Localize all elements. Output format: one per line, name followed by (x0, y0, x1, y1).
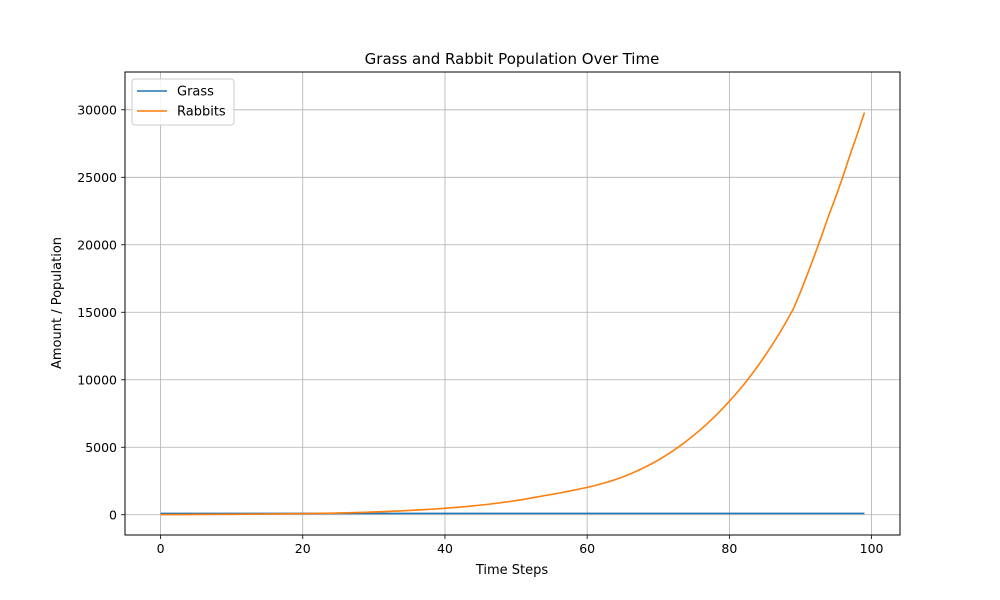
x-tick-label: 0 (157, 541, 165, 556)
legend-label-grass: Grass (177, 85, 214, 100)
y-tick-label: 5000 (85, 440, 117, 455)
series-line-rabbits (160, 112, 866, 516)
plot-frame (124, 71, 901, 536)
x-axis-label: Time Steps (475, 563, 549, 578)
y-tick-label: 10000 (77, 372, 117, 387)
legend: Grass Rabbits (131, 78, 235, 126)
chart-title: Grass and Rabbit Population Over Time (365, 50, 660, 68)
x-tick-label: 60 (579, 541, 595, 556)
y-tick-label: 15000 (77, 305, 117, 320)
y-tick-label: 25000 (77, 170, 117, 185)
y-tick-label: 20000 (77, 237, 117, 252)
y-axis-label: Amount / Population (50, 237, 65, 369)
y-ticks: 0 5000 10000 15000 20000 25000 30000 (77, 102, 125, 522)
y-tick-label: 0 (109, 507, 117, 522)
grid (125, 72, 900, 535)
legend-label-rabbits: Rabbits (177, 105, 226, 120)
x-tick-label: 100 (860, 541, 884, 556)
x-tick-label: 40 (437, 541, 453, 556)
series-lines (160, 112, 866, 516)
x-ticks: 0 20 40 60 80 100 (157, 535, 884, 556)
x-tick-label: 20 (295, 541, 311, 556)
x-tick-label: 80 (721, 541, 737, 556)
y-tick-label: 30000 (77, 102, 117, 117)
